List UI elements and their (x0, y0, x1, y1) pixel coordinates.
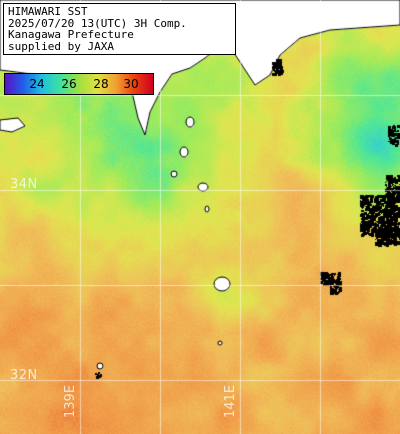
title-line-2: 2025/07/20 13(UTC) 3H Comp. (8, 16, 187, 30)
lat-label-32n: 32N (10, 368, 38, 383)
lon-label-141e: 141E (223, 384, 238, 418)
colorbar-gradient (5, 74, 153, 94)
title-box: HIMAWARI SST 2025/07/20 13(UTC) 3H Comp.… (3, 3, 236, 55)
title-line-3: Kanagawa Prefecture (8, 28, 134, 41)
lat-label-34n: 34N (10, 177, 38, 192)
colorbar-tick-24: 24 (29, 77, 45, 91)
title-line-1: HIMAWARI SST (8, 5, 88, 18)
colorbar-tick-30: 30 (123, 77, 139, 91)
title-line-4: supplied by JAXA (8, 39, 114, 53)
colorbar-tick-28: 28 (93, 77, 109, 91)
colorbar-tick-26: 26 (61, 77, 77, 91)
lon-label-139e: 139E (63, 384, 78, 418)
temperature-colorbar: 24 26 28 30 (4, 73, 154, 95)
